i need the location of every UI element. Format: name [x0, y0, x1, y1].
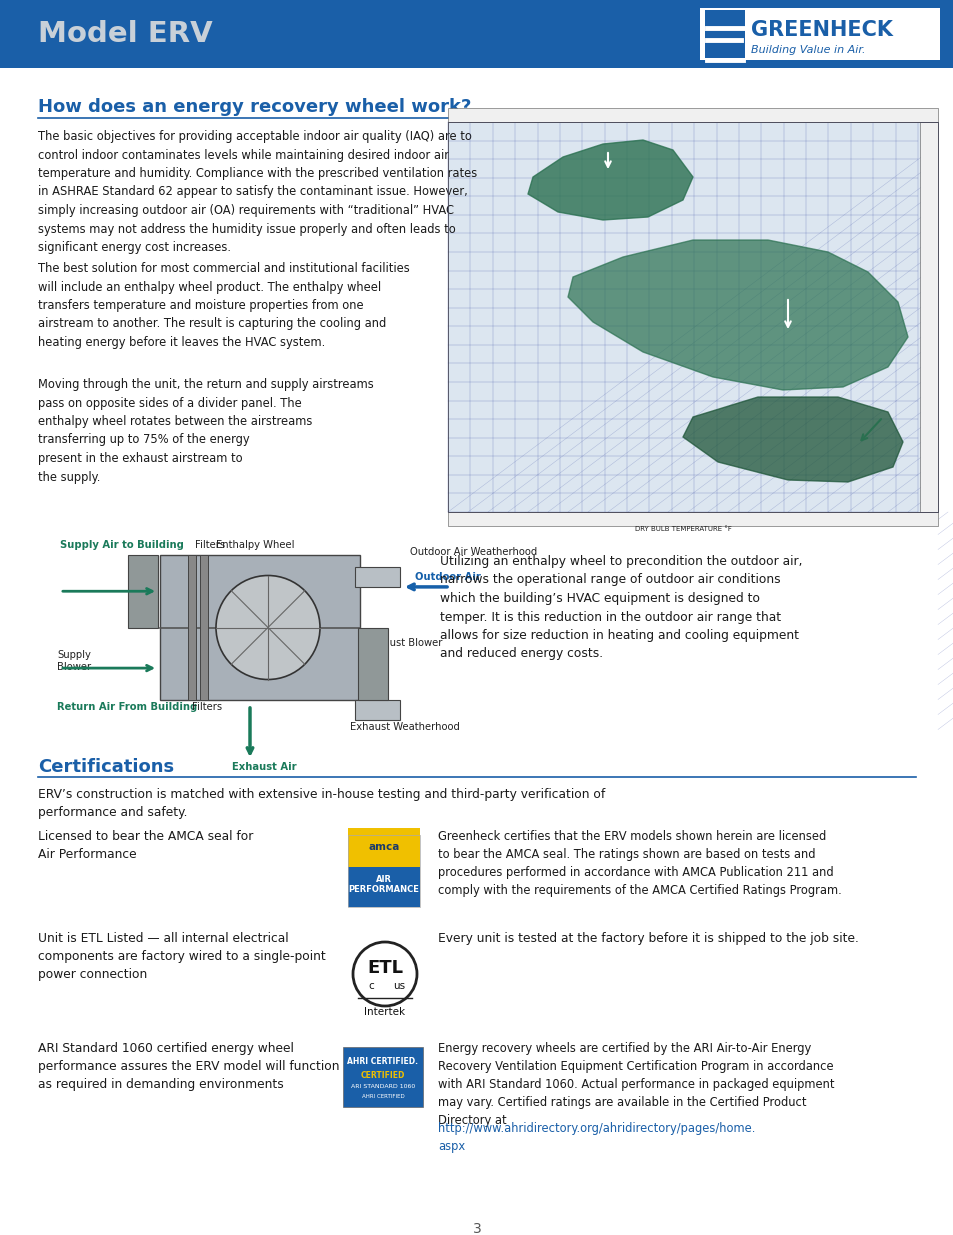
Bar — [200, 555, 208, 700]
Bar — [348, 867, 419, 906]
Bar — [355, 567, 399, 587]
Text: Filters: Filters — [192, 701, 222, 713]
Text: Filters: Filters — [194, 540, 225, 550]
Bar — [348, 835, 419, 906]
Text: amca: amca — [368, 842, 399, 852]
Bar — [188, 555, 195, 700]
Text: The basic objectives for providing acceptable indoor air quality (IAQ) are to
co: The basic objectives for providing accep… — [38, 130, 476, 254]
Text: http://www.ahridirectory.org/ahridirectory/pages/home.
aspx: http://www.ahridirectory.org/ahridirecto… — [437, 1123, 755, 1153]
Bar — [448, 513, 937, 526]
Text: Supply Air to Building: Supply Air to Building — [60, 540, 184, 550]
Bar — [919, 122, 937, 513]
Polygon shape — [567, 240, 907, 390]
Text: Licensed to bear the AMCA seal for
Air Performance: Licensed to bear the AMCA seal for Air P… — [38, 830, 253, 861]
Text: CERTIFIED: CERTIFIED — [360, 1071, 405, 1079]
Text: Supply
Blower: Supply Blower — [57, 650, 91, 672]
Text: ARI STANDARD 1060: ARI STANDARD 1060 — [351, 1084, 415, 1089]
Text: AHRI CERTIFIED: AHRI CERTIFIED — [361, 1094, 404, 1099]
Polygon shape — [527, 140, 692, 220]
Text: Utilizing an enthalpy wheel to precondition the outdoor air,
narrows the operati: Utilizing an enthalpy wheel to precondit… — [439, 555, 801, 661]
Text: Energy recovery wheels are certified by the ARI Air-to-Air Energy
Recovery Venti: Energy recovery wheels are certified by … — [437, 1042, 834, 1128]
Bar — [357, 627, 388, 700]
Text: Exhaust Weatherhood: Exhaust Weatherhood — [350, 722, 459, 732]
Text: Greenheck certifies that the ERV models shown herein are licensed
to bear the AM: Greenheck certifies that the ERV models … — [437, 830, 841, 897]
Text: ARI Standard 1060 certified energy wheel
performance assures the ERV model will : ARI Standard 1060 certified energy wheel… — [38, 1042, 339, 1091]
Text: The best solution for most commercial and institutional facilities
will include : The best solution for most commercial an… — [38, 262, 410, 350]
Text: Exhaust Air: Exhaust Air — [232, 762, 296, 772]
Bar — [348, 827, 419, 867]
Bar — [704, 10, 744, 58]
Text: Outdoor Air Weatherhood: Outdoor Air Weatherhood — [410, 547, 537, 557]
Text: us: us — [393, 981, 405, 990]
Text: Moving through the unit, the return and supply airstreams
pass on opposite sides: Moving through the unit, the return and … — [38, 378, 374, 483]
Text: Enthalpy Wheel: Enthalpy Wheel — [215, 540, 294, 550]
Text: Model ERV: Model ERV — [38, 20, 213, 48]
Text: Intertek: Intertek — [364, 1007, 405, 1016]
Bar — [0, 0, 953, 68]
Text: How does an energy recovery wheel work?: How does an energy recovery wheel work? — [38, 98, 471, 116]
Polygon shape — [682, 396, 902, 482]
Text: 3: 3 — [472, 1221, 481, 1235]
Bar — [343, 1047, 422, 1107]
Text: Exhaust Blower: Exhaust Blower — [365, 637, 442, 647]
Bar — [448, 107, 937, 122]
Text: Certifications: Certifications — [38, 758, 174, 776]
Text: Return Air From Building: Return Air From Building — [57, 701, 197, 713]
Bar — [160, 555, 359, 700]
Bar — [448, 122, 937, 513]
Text: ETL: ETL — [367, 960, 402, 977]
Bar — [355, 700, 399, 720]
Text: ERV’s construction is matched with extensive in-house testing and third-party ve: ERV’s construction is matched with exten… — [38, 788, 604, 819]
Text: DRY BULB TEMPERATURE °F: DRY BULB TEMPERATURE °F — [634, 526, 731, 532]
Circle shape — [215, 576, 319, 679]
Text: c: c — [368, 981, 374, 990]
Text: Every unit is tested at the factory before it is shipped to the job site.: Every unit is tested at the factory befo… — [437, 932, 858, 945]
Text: AIR
PERFORMANCE: AIR PERFORMANCE — [348, 874, 419, 894]
Bar — [128, 555, 158, 627]
Text: Outdoor Air: Outdoor Air — [415, 572, 480, 582]
Text: Building Value in Air.: Building Value in Air. — [750, 44, 864, 56]
Bar — [448, 122, 937, 513]
Text: GREENHECK: GREENHECK — [750, 20, 892, 40]
Circle shape — [353, 942, 416, 1007]
Bar — [700, 7, 939, 61]
Text: Unit is ETL Listed — all internal electrical
components are factory wired to a s: Unit is ETL Listed — all internal electr… — [38, 932, 325, 981]
Text: AHRI CERTIFIED.: AHRI CERTIFIED. — [347, 1057, 418, 1067]
